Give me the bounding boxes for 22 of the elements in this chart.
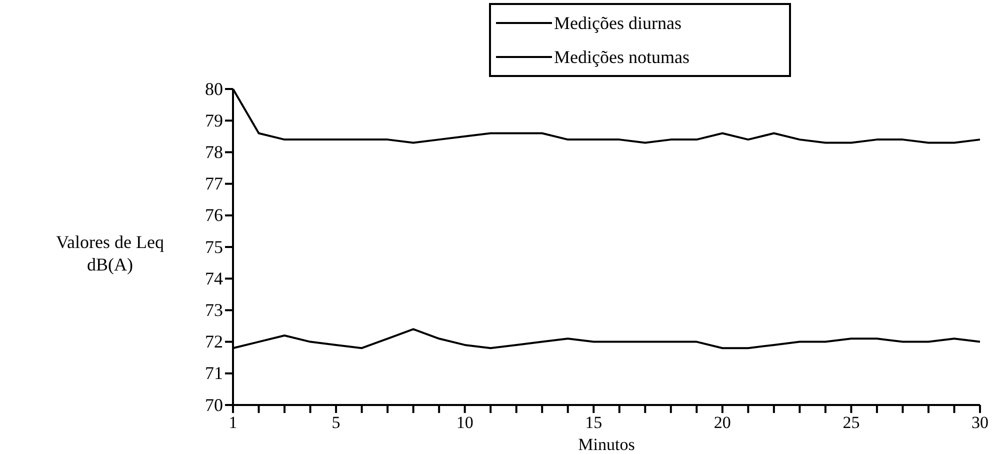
x-tick-label: 15 <box>585 412 602 432</box>
y-tick-label: 70 <box>205 394 223 415</box>
x-tick-label: 20 <box>714 412 731 432</box>
y-tick-label: 79 <box>205 110 223 130</box>
x-tick-label: 25 <box>842 412 860 432</box>
x-tick-label: 1 <box>228 412 238 432</box>
y-tick-label: 74 <box>205 268 223 288</box>
x-axis-title: Minutos <box>578 435 635 454</box>
y-axis-title: Valores de Leq dB(A) <box>56 232 164 274</box>
x-tick-label: 10 <box>456 412 474 432</box>
legend-label: Medições diurnas <box>554 13 682 33</box>
x-tick-label: 30 <box>972 412 988 432</box>
y-tick-label: 73 <box>205 300 223 320</box>
y-tick-label: 77 <box>205 174 223 194</box>
y-tick-label: 72 <box>205 332 223 352</box>
x-tick-label: 5 <box>332 412 340 432</box>
y-tick-label: 75 <box>205 236 223 257</box>
legend-label: Medições notumas <box>554 47 690 67</box>
y-tick-label: 71 <box>205 363 223 384</box>
y-tick-label: 76 <box>205 205 223 226</box>
y-tick-label: 78 <box>205 142 223 162</box>
y-tick-label: 80 <box>205 78 223 99</box>
